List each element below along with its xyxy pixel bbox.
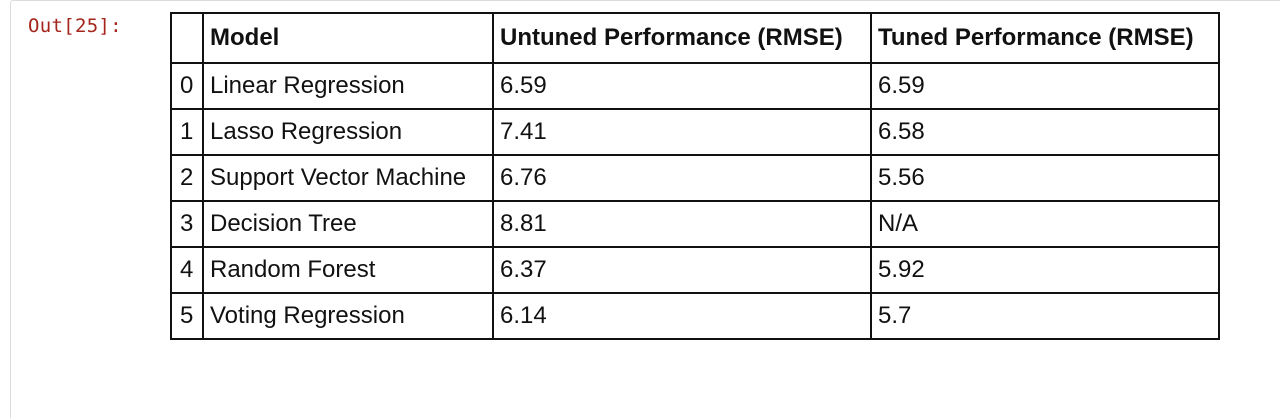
row-index: 1 [170, 108, 204, 156]
untuned-cell: 8.81 [492, 200, 872, 248]
output-cell [10, 0, 1280, 418]
tuned-cell: 6.58 [870, 108, 1220, 156]
dataframe-table: Model Untuned Performance (RMSE) Tuned P… [170, 12, 1220, 340]
column-header-model: Model [202, 12, 494, 64]
row-index: 3 [170, 200, 204, 248]
model-cell: Decision Tree [202, 200, 494, 248]
tuned-cell: 5.56 [870, 154, 1220, 202]
tuned-cell: 6.59 [870, 62, 1220, 110]
model-cell: Random Forest [202, 246, 494, 294]
table-row: 5 Voting Regression 6.14 5.7 [170, 292, 1220, 340]
tuned-cell: 5.92 [870, 246, 1220, 294]
model-cell: Voting Regression [202, 292, 494, 340]
table-row: 4 Random Forest 6.37 5.92 [170, 246, 1220, 294]
table-row: 0 Linear Regression 6.59 6.59 [170, 62, 1220, 110]
table-row: 3 Decision Tree 8.81 N/A [170, 200, 1220, 248]
row-index: 4 [170, 246, 204, 294]
model-cell: Support Vector Machine [202, 154, 494, 202]
index-header [170, 12, 204, 64]
output-prompt: Out[25]: [28, 15, 122, 37]
column-header-tuned: Tuned Performance (RMSE) [870, 12, 1220, 64]
table-row: 2 Support Vector Machine 6.76 5.56 [170, 154, 1220, 202]
untuned-cell: 6.76 [492, 154, 872, 202]
table-header-row: Model Untuned Performance (RMSE) Tuned P… [170, 12, 1220, 64]
tuned-cell: 5.7 [870, 292, 1220, 340]
model-cell: Lasso Regression [202, 108, 494, 156]
row-index: 2 [170, 154, 204, 202]
untuned-cell: 7.41 [492, 108, 872, 156]
untuned-cell: 6.37 [492, 246, 872, 294]
column-header-untuned: Untuned Performance (RMSE) [492, 12, 872, 64]
row-index: 5 [170, 292, 204, 340]
tuned-cell: N/A [870, 200, 1220, 248]
table-row: 1 Lasso Regression 7.41 6.58 [170, 108, 1220, 156]
untuned-cell: 6.14 [492, 292, 872, 340]
model-cell: Linear Regression [202, 62, 494, 110]
untuned-cell: 6.59 [492, 62, 872, 110]
row-index: 0 [170, 62, 204, 110]
